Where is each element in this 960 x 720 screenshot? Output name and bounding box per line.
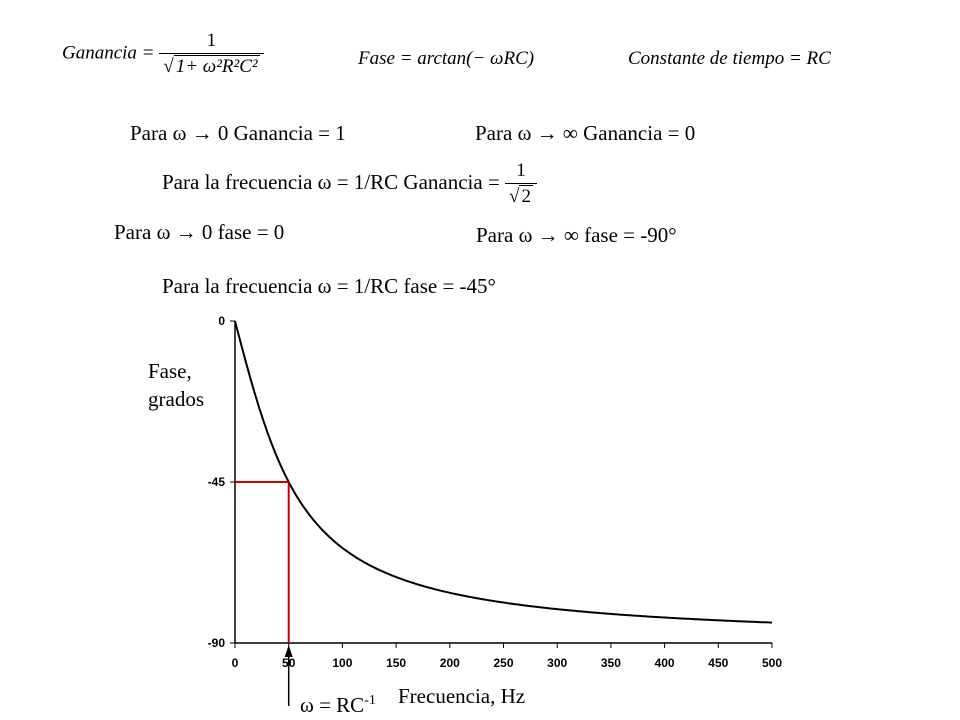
marker-label-text: ω = RC	[300, 693, 365, 717]
low-freq-gain-statement: Para ω → 0 Ganancia = 1	[130, 121, 346, 145]
high-freq-gain-statement: Para ω → ∞ Ganancia = 0	[475, 121, 696, 145]
y-tick-label--45: -45	[208, 475, 226, 489]
y-axis-title-line1: Fase,	[148, 359, 192, 383]
high-freq-phase-statement: Para ω → ∞ fase = -90°	[476, 223, 677, 247]
mid-gain-numerator: 1	[516, 160, 526, 181]
mid-gain-denominator: √ 2	[505, 183, 537, 208]
phase-formula: Fase = arctan(− ωRC)	[358, 48, 534, 70]
gain-fraction-numerator: 1	[206, 30, 217, 51]
marker-arrow-head	[284, 645, 293, 657]
x-axis-title: Frecuencia, Hz	[398, 684, 526, 708]
x-tick-label-450: 450	[708, 656, 728, 670]
low-freq-phase-statement: Para ω → 0 fase = 0	[114, 220, 285, 244]
mid-freq-gain-statement: Para la frecuencia ω = 1/RC Ganancia = 1…	[162, 160, 537, 208]
phase-curve	[234, 320, 773, 624]
gain-radicand: 1+ ω²R²C²	[173, 55, 260, 77]
x-tick-label-350: 350	[601, 656, 621, 670]
marker-label-superscript: -1	[364, 693, 376, 708]
marker-label: ω = RC-1	[300, 693, 376, 718]
mid-freq-gain-prefix: Para la frecuencia ω = 1/RC Ganancia =	[162, 169, 500, 194]
gain-fraction-denominator: √ 1+ ω²R²C²	[159, 53, 264, 78]
x-tick-label-100: 100	[332, 656, 352, 670]
gain-formula-lhs: Ganancia =	[62, 42, 155, 64]
time-constant-formula: Constante de tiempo = RC	[628, 48, 831, 69]
y-axis-title: Fase, grados	[148, 357, 204, 413]
x-tick-label-300: 300	[547, 656, 567, 670]
y-tick-label-0: 0	[218, 314, 225, 328]
gain-fraction: 1 √ 1+ ω²R²C²	[159, 30, 264, 78]
phase-formula-lhs: Fase	[358, 48, 395, 69]
x-tick-label-500: 500	[762, 656, 782, 670]
y-axis-title-line2: grados	[148, 387, 204, 411]
x-tick-label-0: 0	[232, 656, 239, 670]
x-tick-label-150: 150	[386, 656, 406, 670]
gain-formula: Ganancia = 1 √ 1+ ω²R²C²	[62, 30, 264, 78]
mid-freq-phase-statement: Para la frecuencia ω = 1/RC fase = -45°	[162, 274, 496, 298]
x-tick-label-250: 250	[493, 656, 513, 670]
phase-formula-rhs: = arctan(− ωRC)	[399, 48, 535, 69]
x-tick-label-200: 200	[440, 656, 460, 670]
mid-gain-radicand: 2	[519, 185, 533, 207]
y-tick-label--90: -90	[208, 636, 226, 650]
mid-gain-fraction: 1 √ 2	[505, 160, 537, 208]
x-tick-label-400: 400	[655, 656, 675, 670]
